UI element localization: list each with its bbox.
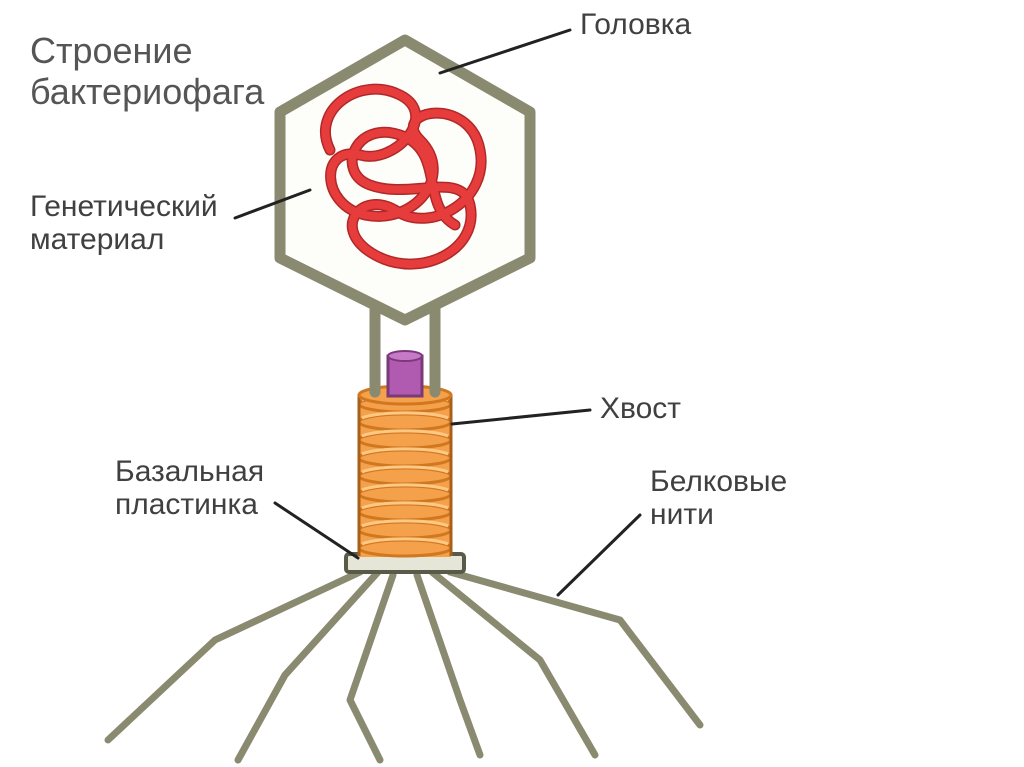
- label-tail: Хвост: [600, 392, 681, 425]
- tail-fibers: [108, 572, 700, 760]
- label-fibers: Белковые нити: [650, 465, 787, 531]
- pointer-fibers: [558, 515, 640, 595]
- title-line2: бактериофага: [30, 71, 264, 112]
- label-head: Головка: [580, 8, 691, 41]
- bacteriophage-diagram: [0, 0, 1024, 767]
- pointer-head: [440, 30, 570, 73]
- pointer-tail: [452, 410, 590, 424]
- pointer-baseplate: [275, 503, 358, 558]
- tail-sheath: [359, 386, 451, 557]
- label-baseplate: Базальная пластинка: [115, 455, 264, 521]
- head-capsid: [280, 40, 530, 320]
- title-line1: Строение: [30, 30, 193, 71]
- collar: [388, 351, 422, 396]
- label-genetic: Генетический материал: [30, 190, 218, 256]
- diagram-title: Строение бактериофага: [30, 30, 264, 113]
